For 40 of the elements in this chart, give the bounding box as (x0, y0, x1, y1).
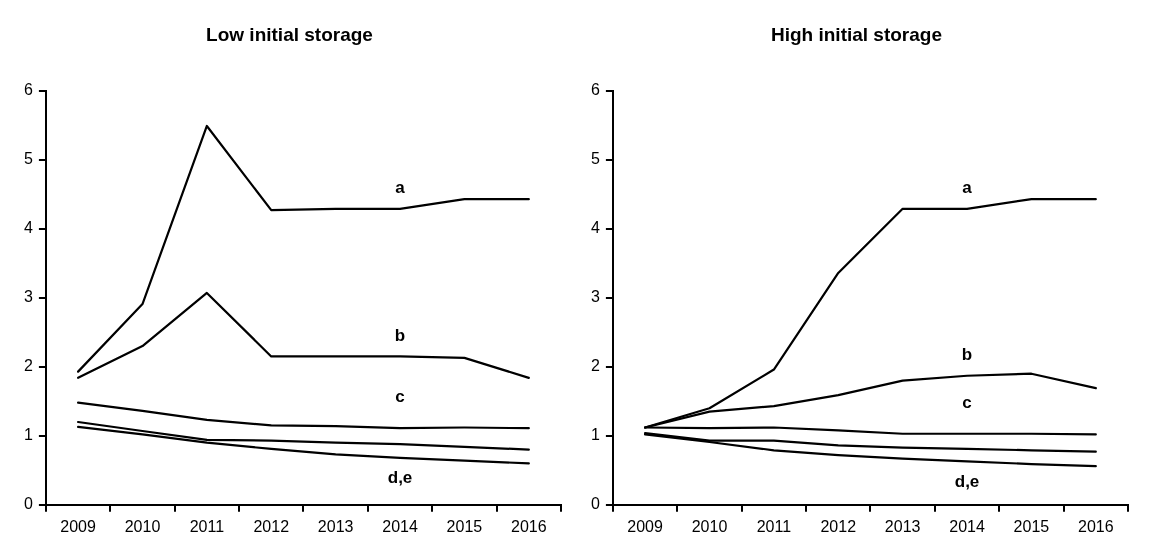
x-tick-label: 2010 (691, 517, 728, 535)
y-tick-label: 1 (23, 426, 33, 444)
series-label: a (962, 177, 973, 197)
annotation: d,e (954, 471, 980, 491)
y-tick-label: 3 (590, 288, 600, 306)
y-tick-label: 6 (590, 81, 600, 99)
series-label: a (395, 177, 406, 197)
y-tick-label: 6 (23, 81, 33, 99)
x-tick-label: 2013 (884, 517, 921, 535)
y-tick-label: 5 (590, 150, 600, 168)
x-tick-label: 2011 (189, 517, 225, 535)
y-tick-label: 1 (590, 426, 600, 444)
y-tick-label: 5 (23, 150, 33, 168)
x-tick-label: 2009 (627, 517, 663, 535)
chart-title: Low initial storage (206, 23, 373, 45)
x-tick-label: 2011 (756, 517, 792, 535)
y-tick-label: 2 (23, 357, 33, 375)
annotation: d,e (387, 468, 413, 488)
x-tick-label: 2012 (820, 517, 857, 535)
series-label: b (394, 325, 406, 345)
series-label: c (962, 392, 972, 412)
chart-title: High initial storage (770, 23, 943, 45)
x-tick-label: 2010 (124, 517, 161, 535)
x-tick-label: 2009 (60, 517, 96, 535)
x-tick-label: 2014 (949, 517, 985, 535)
y-tick-label: 0 (590, 495, 600, 513)
x-tick-label: 2015 (1013, 517, 1050, 535)
y-tick-label: 4 (23, 219, 33, 237)
y-tick-label: 4 (590, 219, 600, 237)
series-label: c (395, 387, 405, 407)
x-tick-label: 2014 (382, 517, 418, 535)
x-tick-label: 2016 (511, 517, 547, 535)
x-tick-label: 2016 (1078, 517, 1114, 535)
y-tick-label: 2 (590, 357, 600, 375)
x-tick-label: 2015 (446, 517, 483, 535)
y-tick-label: 0 (23, 495, 33, 513)
series-label: b (961, 344, 973, 364)
y-tick-label: 3 (23, 288, 33, 306)
x-tick-label: 2012 (253, 517, 290, 535)
x-tick-label: 2013 (317, 517, 354, 535)
